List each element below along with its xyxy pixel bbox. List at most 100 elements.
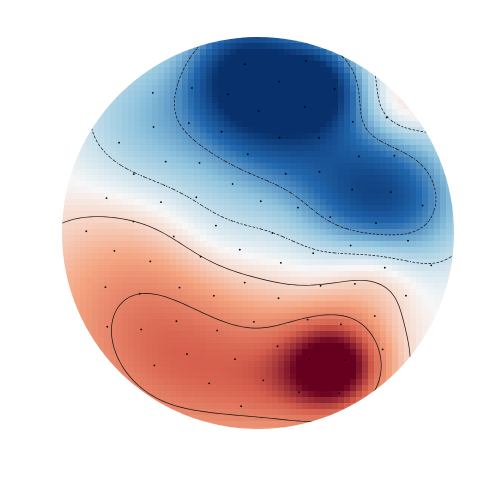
heatmap-cell — [242, 379, 249, 386]
heatmap-cell — [86, 265, 93, 272]
heatmap-cell — [296, 337, 303, 344]
heatmap-cell — [422, 289, 429, 296]
heatmap-cell — [62, 247, 69, 254]
heatmap-cell — [320, 397, 327, 404]
heatmap-cell — [224, 253, 231, 260]
heatmap-cell — [422, 229, 429, 236]
heatmap-cell — [236, 283, 243, 290]
heatmap-cell — [338, 73, 345, 80]
heatmap-cell — [140, 115, 147, 122]
heatmap-cell — [446, 271, 453, 278]
heatmap-cell — [134, 259, 141, 266]
heatmap-cell — [314, 55, 321, 62]
heatmap-cell — [224, 73, 231, 80]
heatmap-cell — [200, 325, 207, 332]
heatmap-cell — [386, 109, 393, 116]
heatmap-cell — [230, 373, 237, 380]
heatmap-cell — [170, 187, 177, 194]
heatmap-cell — [320, 211, 327, 218]
heatmap-cell — [104, 241, 111, 248]
heatmap-cell — [320, 49, 327, 56]
heatmap-cell — [230, 121, 237, 128]
heatmap-cell — [272, 361, 279, 368]
heatmap-cell — [326, 49, 333, 56]
heatmap-cell — [272, 319, 279, 326]
heatmap-cell — [380, 259, 387, 266]
heatmap-cell — [92, 271, 99, 278]
heatmap-cell — [140, 223, 147, 230]
heatmap-cell — [254, 49, 261, 56]
heatmap-cell — [110, 325, 117, 332]
heatmap-cell — [92, 121, 99, 128]
heatmap-cell — [242, 103, 249, 110]
heatmap-cell — [188, 55, 195, 62]
heatmap-cell — [122, 151, 129, 158]
heatmap-cell — [122, 265, 129, 272]
heatmap-cell — [362, 301, 369, 308]
heatmap-cell — [296, 307, 303, 314]
heatmap-cell — [224, 283, 231, 290]
heatmap-cell — [176, 85, 183, 92]
heatmap-cell — [326, 313, 333, 320]
heatmap-cell — [326, 283, 333, 290]
heatmap-cell — [116, 157, 123, 164]
heatmap-cell — [68, 271, 75, 278]
heatmap-cell — [104, 325, 111, 332]
heatmap-cell — [254, 205, 261, 212]
heatmap-cell — [290, 403, 297, 410]
heatmap-cell — [356, 145, 363, 152]
heatmap-cell — [116, 175, 123, 182]
heatmap-cell — [218, 337, 225, 344]
heatmap-cell — [224, 109, 231, 116]
heatmap-cell — [242, 43, 249, 50]
heatmap-cell — [356, 271, 363, 278]
heatmap-cell — [410, 319, 417, 326]
heatmap-cell — [62, 205, 69, 212]
heatmap-cell — [146, 289, 153, 296]
heatmap-cell — [338, 157, 345, 164]
heatmap-cell — [236, 79, 243, 86]
heatmap-cell — [404, 211, 411, 218]
heatmap-cell — [200, 223, 207, 230]
heatmap-cell — [410, 205, 417, 212]
heatmap-cell — [140, 193, 147, 200]
heatmap-cell — [146, 361, 153, 368]
heatmap-cell — [176, 121, 183, 128]
heatmap-cell — [290, 319, 297, 326]
heatmap-cell — [242, 403, 249, 410]
heatmap-cell — [254, 253, 261, 260]
heatmap-cell — [92, 151, 99, 158]
heatmap-cell — [260, 85, 267, 92]
heatmap-cell — [374, 109, 381, 116]
heatmap-cell — [374, 217, 381, 224]
heatmap-cell — [320, 85, 327, 92]
heatmap-cell — [314, 175, 321, 182]
heatmap-cell — [122, 331, 129, 338]
heatmap-cell — [242, 229, 249, 236]
heatmap-cell — [92, 133, 99, 140]
heatmap-cell — [266, 235, 273, 242]
heatmap-cell — [176, 271, 183, 278]
heatmap-cell — [266, 289, 273, 296]
heatmap-cell — [182, 73, 189, 80]
sensor-marker — [140, 328, 143, 331]
heatmap-cell — [362, 169, 369, 176]
heatmap-cell — [344, 79, 351, 86]
heatmap-cell — [392, 235, 399, 242]
heatmap-cell — [104, 121, 111, 128]
heatmap-cell — [152, 265, 159, 272]
heatmap-cell — [230, 379, 237, 386]
heatmap-cell — [260, 283, 267, 290]
heatmap-cell — [398, 343, 405, 350]
heatmap-cell — [416, 319, 423, 326]
sensor-marker — [308, 358, 311, 360]
heatmap-cell — [446, 199, 453, 206]
heatmap-cell — [98, 133, 105, 140]
heatmap-cell — [374, 253, 381, 260]
heatmap-cell — [302, 349, 309, 356]
heatmap-cell — [314, 367, 321, 374]
heatmap-cell — [428, 241, 435, 248]
heatmap-cell — [110, 181, 117, 188]
heatmap-cell — [380, 79, 387, 86]
sensor-marker — [383, 266, 386, 269]
